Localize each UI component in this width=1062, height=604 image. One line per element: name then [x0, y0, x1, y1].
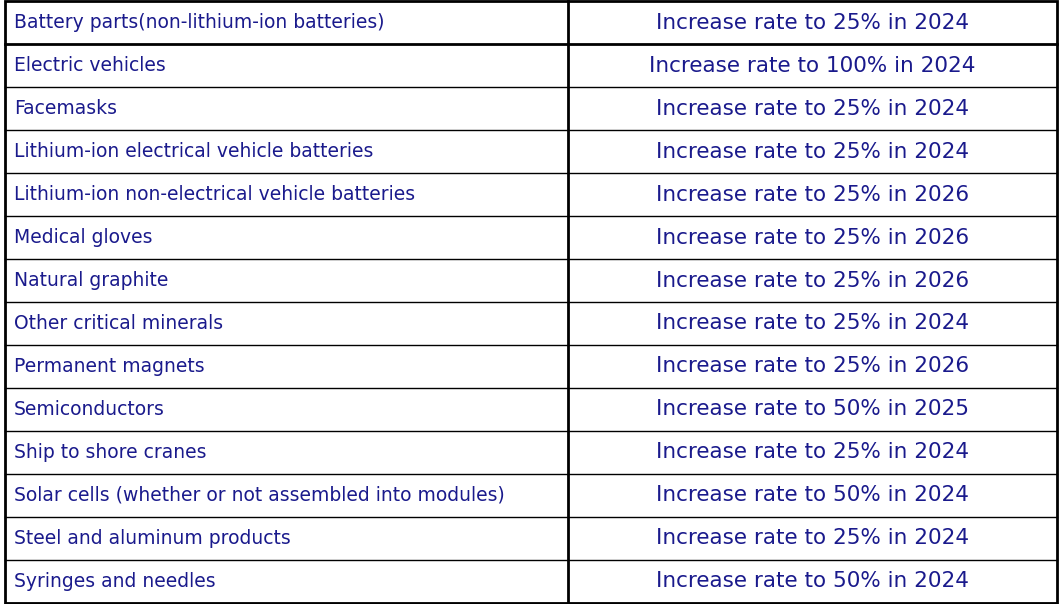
Text: Increase rate to 25% in 2026: Increase rate to 25% in 2026 [655, 356, 969, 376]
Text: Increase rate to 25% in 2024: Increase rate to 25% in 2024 [655, 313, 969, 333]
Text: Medical gloves: Medical gloves [14, 228, 152, 247]
Text: Battery parts(non-lithium-ion batteries): Battery parts(non-lithium-ion batteries) [14, 13, 384, 32]
Text: Increase rate to 25% in 2024: Increase rate to 25% in 2024 [655, 442, 969, 463]
Text: Increase rate to 25% in 2026: Increase rate to 25% in 2026 [655, 271, 969, 291]
Text: Other critical minerals: Other critical minerals [14, 314, 223, 333]
Text: Steel and aluminum products: Steel and aluminum products [14, 529, 291, 548]
Text: Syringes and needles: Syringes and needles [14, 572, 216, 591]
Text: Increase rate to 25% in 2024: Increase rate to 25% in 2024 [655, 13, 969, 33]
Text: Ship to shore cranes: Ship to shore cranes [14, 443, 206, 462]
Text: Natural graphite: Natural graphite [14, 271, 168, 290]
Text: Facemasks: Facemasks [14, 99, 117, 118]
Text: Lithium-ion electrical vehicle batteries: Lithium-ion electrical vehicle batteries [14, 142, 373, 161]
Text: Increase rate to 100% in 2024: Increase rate to 100% in 2024 [649, 56, 976, 76]
Text: Solar cells (whether or not assembled into modules): Solar cells (whether or not assembled in… [14, 486, 504, 505]
Text: Lithium-ion non-electrical vehicle batteries: Lithium-ion non-electrical vehicle batte… [14, 185, 415, 204]
Text: Increase rate to 50% in 2024: Increase rate to 50% in 2024 [655, 571, 969, 591]
Text: Increase rate to 25% in 2024: Increase rate to 25% in 2024 [655, 98, 969, 118]
Text: Increase rate to 50% in 2025: Increase rate to 50% in 2025 [655, 399, 969, 419]
Text: Electric vehicles: Electric vehicles [14, 56, 166, 75]
Text: Increase rate to 25% in 2026: Increase rate to 25% in 2026 [655, 228, 969, 248]
Text: Permanent magnets: Permanent magnets [14, 357, 204, 376]
Text: Semiconductors: Semiconductors [14, 400, 165, 419]
Text: Increase rate to 50% in 2024: Increase rate to 50% in 2024 [655, 486, 969, 506]
Text: Increase rate to 25% in 2024: Increase rate to 25% in 2024 [655, 141, 969, 162]
Text: Increase rate to 25% in 2026: Increase rate to 25% in 2026 [655, 185, 969, 205]
Text: Increase rate to 25% in 2024: Increase rate to 25% in 2024 [655, 528, 969, 548]
